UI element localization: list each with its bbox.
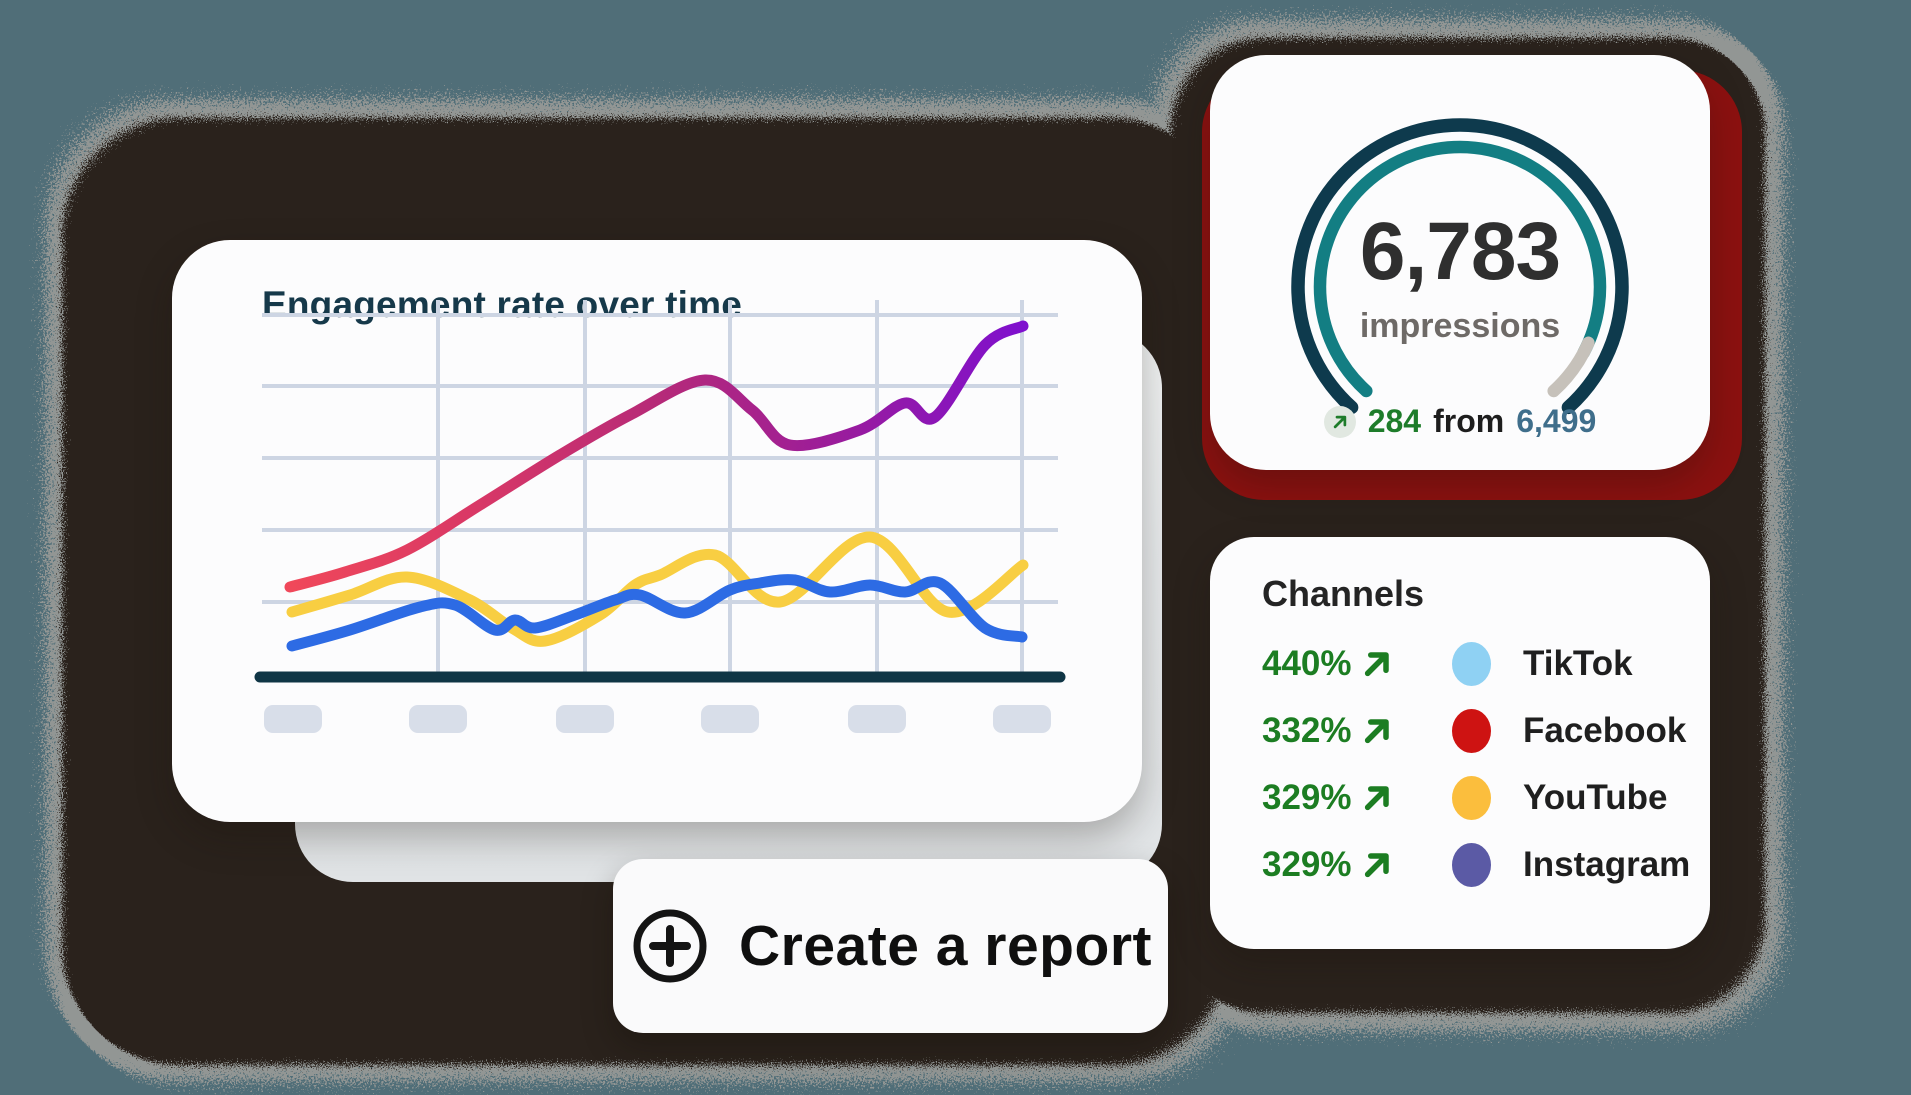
chart-title: Engagement rate over time [262,284,742,325]
arrow-up-right-icon [1362,783,1402,813]
channels-list: 440% TikTok 332% Facebook 329% YouTube 329% Ins… [1262,641,1690,887]
channel-growth-percent: 440% [1262,643,1352,683]
channel-growth-percent: 332% [1262,710,1352,750]
gauge-arc [1291,118,1629,415]
channel-label: YouTube [1523,777,1668,817]
channel-row: 329% YouTube [1262,775,1674,820]
channel-growth-percent: 329% [1262,777,1352,817]
impressions-gauge-card: 6,783 impressions 284 from 6,499 [1210,55,1710,470]
channel-row: 440% TikTok [1262,641,1674,686]
trend-from-word: from [1433,403,1505,439]
arrow-up-right-icon [1362,649,1402,679]
create-report-button[interactable]: Create a report [613,859,1168,1033]
channel-row: 329% Instagram [1262,842,1690,887]
channels-card: Channels 440% TikTok 332% Facebook 329% YouTu… [1210,537,1710,949]
engagement-line-chart [254,300,1066,733]
impressions-label: impressions [1359,307,1561,345]
arrow-up-right-icon [1362,716,1402,746]
arrow-up-right-icon [1362,850,1402,880]
channel-color-dot [1452,641,1491,686]
arrow-up-right-icon [1333,415,1346,428]
channel-color-dot [1452,708,1491,753]
engagement-chart-card: Engagement rate over time [172,240,1142,822]
channel-label: TikTok [1523,643,1633,683]
channel-color-dot [1452,842,1491,887]
channel-color-dot [1452,775,1491,820]
plus-circle-icon [633,909,707,983]
trend-up-badge [1323,405,1356,438]
trend-previous-value: 6,499 [1516,403,1597,439]
impressions-trend-row: 284 from 6,499 [1210,403,1710,440]
channel-label: Facebook [1523,710,1687,750]
impressions-value: 6,783 [1359,206,1561,297]
create-report-label: Create a report [739,914,1152,978]
trend-delta: 284 [1367,403,1422,439]
channels-title: Channels [1262,573,1425,614]
channel-row: 332% Facebook [1262,708,1686,753]
channel-label: Instagram [1523,844,1691,884]
channel-growth-percent: 329% [1262,844,1352,884]
